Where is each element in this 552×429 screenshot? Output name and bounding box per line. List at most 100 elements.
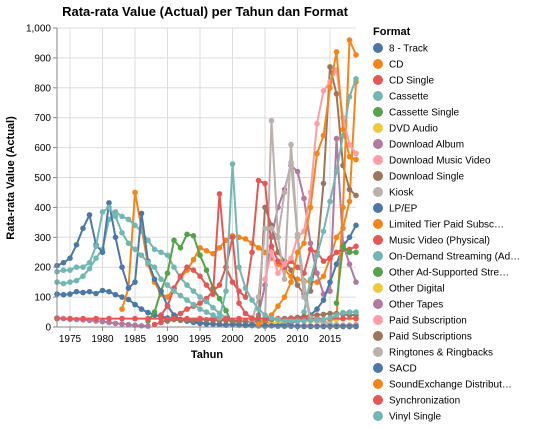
legend-symbol bbox=[373, 347, 383, 357]
data-point bbox=[275, 270, 281, 277]
data-point bbox=[171, 315, 177, 322]
data-point bbox=[67, 255, 73, 261]
data-point bbox=[112, 291, 119, 298]
data-point bbox=[268, 117, 275, 124]
series bbox=[54, 200, 359, 329]
data-point bbox=[353, 323, 359, 330]
data-point bbox=[242, 318, 249, 325]
data-point bbox=[145, 237, 151, 244]
legend-symbol bbox=[373, 299, 383, 309]
data-point bbox=[320, 323, 327, 330]
data-point bbox=[112, 320, 119, 327]
legend-item: Other Ad-Supported Stre… bbox=[373, 267, 509, 279]
data-point bbox=[262, 225, 268, 232]
legend-item: Cassette bbox=[373, 91, 429, 103]
legend-symbol bbox=[373, 91, 383, 101]
legend-item: Download Album bbox=[373, 139, 464, 151]
data-point bbox=[268, 243, 275, 250]
data-point bbox=[73, 277, 80, 284]
data-point bbox=[99, 249, 106, 256]
data-point bbox=[333, 91, 340, 97]
data-point bbox=[340, 315, 346, 322]
data-point bbox=[197, 294, 203, 300]
data-point bbox=[119, 315, 125, 322]
data-point bbox=[229, 161, 236, 167]
data-point bbox=[177, 245, 184, 251]
data-point bbox=[132, 315, 138, 322]
data-point bbox=[93, 290, 99, 297]
legend-symbol bbox=[373, 171, 383, 181]
series-line bbox=[121, 81, 357, 310]
legend-symbol bbox=[373, 75, 383, 85]
legend-symbol bbox=[373, 235, 383, 245]
legend-label: LP/EP bbox=[389, 204, 418, 215]
data-point bbox=[197, 300, 203, 306]
data-point bbox=[164, 282, 171, 288]
data-point bbox=[340, 126, 346, 133]
data-point bbox=[164, 303, 171, 309]
x-tick-label: 1990 bbox=[156, 334, 179, 345]
data-point bbox=[320, 311, 327, 318]
data-point bbox=[164, 294, 171, 300]
data-point bbox=[119, 306, 125, 312]
data-point bbox=[320, 258, 327, 265]
data-point bbox=[268, 315, 275, 321]
data-point bbox=[346, 261, 353, 268]
data-point bbox=[288, 255, 294, 261]
data-point bbox=[190, 301, 197, 308]
data-point bbox=[333, 168, 340, 175]
data-point bbox=[145, 323, 151, 329]
data-point bbox=[314, 270, 320, 277]
data-point bbox=[67, 267, 73, 274]
data-point bbox=[288, 279, 294, 285]
data-point bbox=[151, 276, 158, 283]
x-tick-label: 2010 bbox=[286, 334, 309, 345]
data-point bbox=[320, 228, 327, 235]
data-point bbox=[223, 321, 229, 328]
data-point bbox=[67, 291, 73, 297]
legend-item: Synchronization bbox=[373, 395, 460, 407]
data-point bbox=[184, 306, 190, 312]
data-point bbox=[86, 259, 93, 266]
data-point bbox=[327, 279, 333, 285]
legend-symbol bbox=[373, 315, 383, 325]
y-tick-label: 0 bbox=[45, 323, 51, 334]
data-point bbox=[333, 323, 340, 330]
data-point bbox=[86, 288, 93, 295]
data-point bbox=[203, 282, 210, 288]
data-point bbox=[86, 212, 93, 218]
legend-label: Cassette bbox=[389, 92, 429, 103]
data-point bbox=[275, 316, 281, 323]
data-point bbox=[125, 240, 132, 247]
data-point bbox=[255, 245, 262, 251]
data-point bbox=[184, 282, 190, 288]
data-point bbox=[80, 225, 86, 232]
data-point bbox=[203, 248, 210, 254]
data-point bbox=[262, 180, 268, 187]
data-point bbox=[216, 295, 223, 302]
data-point bbox=[346, 94, 353, 100]
data-point bbox=[236, 264, 242, 271]
legend-label: Paid Subscription bbox=[389, 316, 467, 327]
legend-symbol bbox=[373, 107, 383, 117]
legend-symbol bbox=[373, 203, 383, 213]
data-point bbox=[216, 315, 223, 321]
legend-item: CD Single bbox=[373, 75, 434, 87]
legend-item: Paid Subscriptions bbox=[373, 331, 472, 343]
data-point bbox=[327, 255, 333, 261]
data-point bbox=[255, 294, 262, 300]
legend-symbol bbox=[373, 43, 383, 53]
data-point bbox=[99, 318, 106, 325]
data-point bbox=[268, 225, 275, 232]
data-point bbox=[164, 270, 171, 277]
legend-symbol bbox=[373, 123, 383, 133]
data-point bbox=[158, 315, 164, 322]
x-tick-label: 2000 bbox=[221, 334, 244, 345]
data-point bbox=[281, 294, 288, 300]
data-point bbox=[106, 204, 112, 211]
data-point bbox=[294, 234, 301, 241]
data-point bbox=[301, 309, 307, 315]
data-point bbox=[80, 289, 86, 296]
data-point bbox=[333, 135, 340, 142]
data-point bbox=[255, 177, 262, 184]
